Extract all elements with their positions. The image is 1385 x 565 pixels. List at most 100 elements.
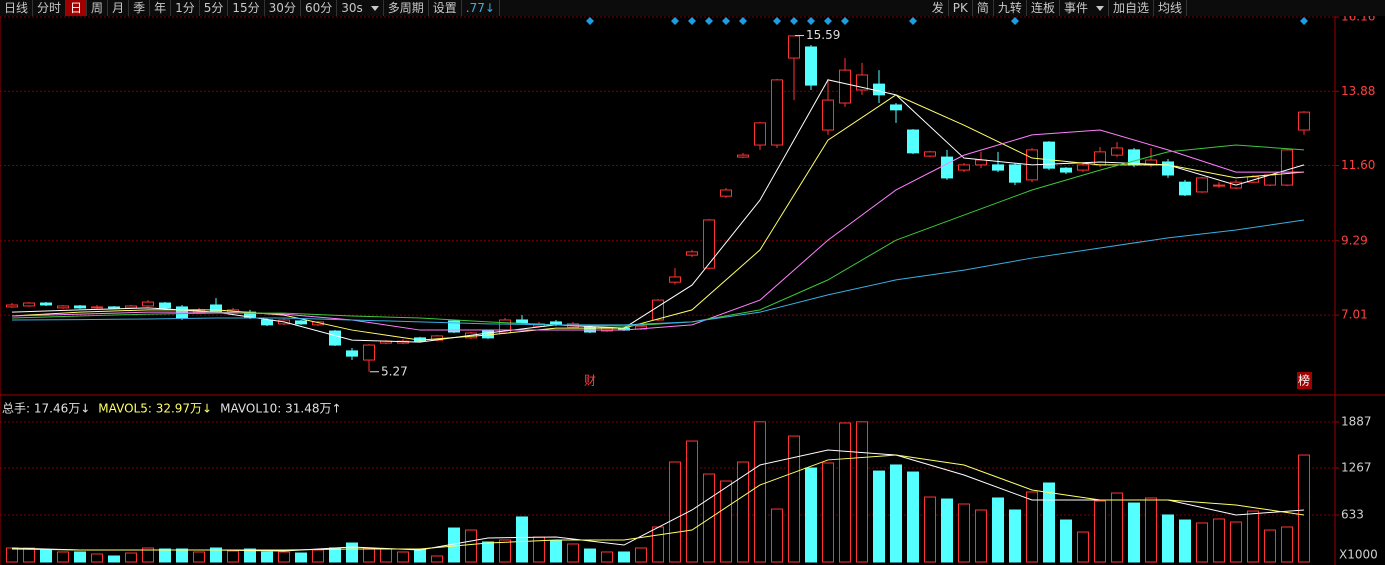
candle-body [1196,177,1208,193]
volume-bar [1230,521,1242,563]
toolbar-item[interactable]: 60分 [301,0,338,16]
event-marker[interactable]: 榜 [1298,373,1310,388]
candle-body [822,99,834,131]
candle-body [941,156,953,179]
toolbar-item[interactable]: 日 [66,0,88,16]
candle-body [57,305,69,309]
toolbar-item[interactable]: 简 [973,0,994,16]
volume-bar [1264,529,1276,563]
toolbar-item[interactable]: .77↓ [462,0,500,16]
volume-bar [516,516,528,563]
toolbar-item[interactable]: 九转 [994,0,1027,16]
y-tick-label: 7.01 [1341,308,1368,322]
candle-body [1128,149,1140,166]
volume-bar [482,541,494,563]
event-diamond [722,17,730,25]
candle-body [856,74,868,91]
volume-bar [329,547,341,563]
volume-bar [295,552,307,563]
event-diamond [841,17,849,25]
volume-bar [1281,526,1293,563]
volume-bar [550,540,562,563]
toolbar-item[interactable]: 加自选 [1109,0,1154,16]
volume-bar [1060,519,1072,563]
candle-body [1213,184,1225,187]
volume-bar [397,551,409,563]
candle-body [907,129,919,154]
toolbar-item[interactable]: 日线 [0,0,34,16]
y-tick-label: 1887 [1341,415,1372,429]
candle-body [1094,151,1106,166]
volume-bar [975,509,987,563]
volume-bar [652,526,664,563]
toolbar-item[interactable]: 事件 [1060,0,1109,16]
toolbar-item[interactable]: 30s [337,0,384,16]
moving-average-line [11,129,1304,331]
event-diamond [824,17,832,25]
toolbar-item[interactable]: PK [949,0,973,16]
candle-body [6,304,18,308]
toolbar-item[interactable]: 发 [928,0,949,16]
volume-bar [1213,518,1225,563]
candle-body [788,35,800,59]
toolbar-item[interactable]: 5分 [200,0,229,16]
volume-bar [1111,492,1123,563]
volume-bar [363,547,375,563]
volume-header: MAVOL5: 32.97万↓ [98,402,212,416]
volume-bar [839,422,851,563]
volume-bar [380,548,392,563]
candle-body [142,301,154,307]
volume-bar [924,496,936,563]
candle-body [1077,164,1089,171]
toolbar-item[interactable]: 均线 [1154,0,1187,16]
toolbar-item[interactable]: 月 [108,0,130,16]
volume-bar [142,547,154,563]
volume-bar [907,471,919,563]
candle-body [159,302,171,309]
volume-bar [125,552,137,563]
candle-body [873,83,885,96]
event-diamond [739,17,747,25]
volume-bar [74,551,86,563]
candle-body [1298,111,1310,131]
price-annotation: 15.59 [806,28,840,42]
candle-body [346,350,358,357]
candle-body [975,159,987,166]
toolbar-item[interactable]: 多周期 [384,0,429,16]
toolbar-item[interactable]: 连板 [1027,0,1060,16]
event-marker[interactable]: 财 [584,374,596,388]
event-diamond [790,17,798,25]
toolbar-item[interactable]: 设置 [429,0,462,16]
candle-body [295,320,307,325]
toolbar-item[interactable]: 季 [129,0,151,16]
toolbar-spacer [500,0,928,16]
volume-bar [618,551,630,563]
y-tick-label: 11.60 [1341,158,1375,172]
candle-body [1009,164,1021,183]
y-tick-label: 13.88 [1341,84,1375,98]
toolbar-item[interactable]: 周 [87,0,109,16]
toolbar-item[interactable]: 年 [150,0,172,16]
volume-bar [1298,454,1310,563]
volume-bar [244,548,256,563]
toolbar-item[interactable]: 30分 [265,0,301,16]
volume-bar [91,553,103,563]
candle-body [992,164,1004,171]
event-diamond [1300,17,1308,25]
toolbar-item[interactable]: 15分 [228,0,265,16]
candle-body [91,306,103,309]
candle-body [74,305,86,309]
event-diamond [773,17,781,25]
volume-bar [754,421,766,563]
unit-label: X1000 [1339,548,1378,562]
candle-body [703,219,715,269]
volume-bar [1162,514,1174,563]
toolbar-item[interactable]: 1分 [171,0,200,16]
candle-body [958,164,970,171]
volume-bar [686,440,698,563]
volume-header: MAVOL10: 31.48万↑ [220,402,341,416]
volume-bar [1077,531,1089,563]
toolbar-item[interactable]: 分时 [33,0,67,16]
volume-bar [499,539,511,563]
